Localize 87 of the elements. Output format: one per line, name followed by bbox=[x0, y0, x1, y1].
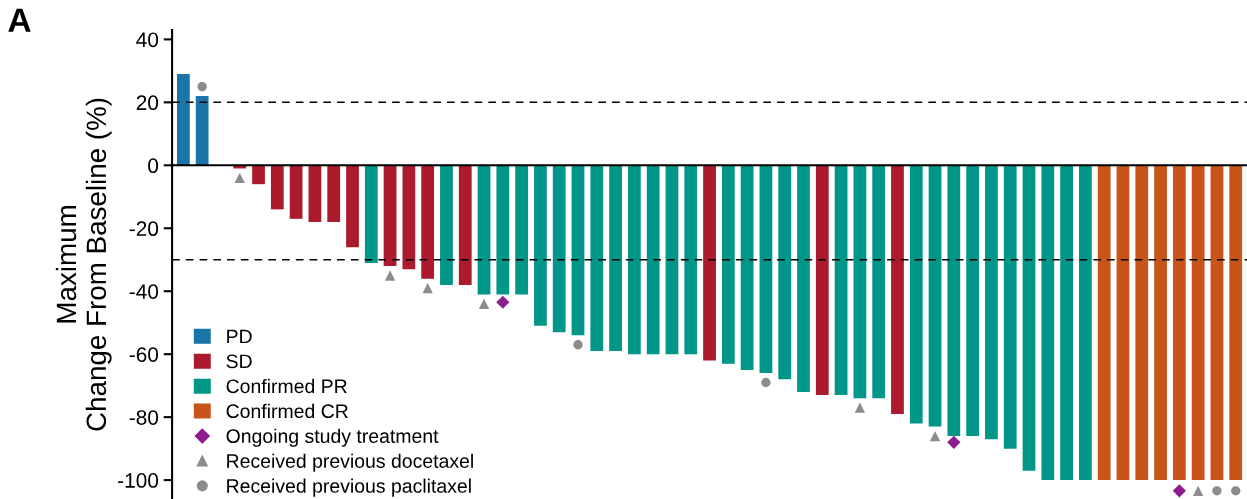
bar bbox=[308, 165, 322, 222]
bar bbox=[1135, 165, 1149, 481]
y-tick-label: 40 bbox=[136, 32, 159, 48]
bar bbox=[1022, 165, 1036, 471]
legend-label: PD bbox=[227, 329, 252, 344]
y-tick-label: -100 bbox=[118, 473, 159, 488]
point bbox=[573, 340, 583, 350]
bar bbox=[646, 165, 660, 355]
bar bbox=[909, 165, 923, 424]
bar bbox=[684, 165, 698, 355]
bar bbox=[534, 165, 547, 326]
bar bbox=[1172, 165, 1186, 481]
bar bbox=[327, 165, 341, 222]
y-tick-label: 0 bbox=[148, 158, 159, 174]
bar bbox=[759, 165, 773, 374]
bar bbox=[740, 165, 754, 370]
bar bbox=[289, 165, 303, 219]
legend-label: Received previous paclitaxel bbox=[227, 478, 471, 497]
bar bbox=[590, 165, 604, 352]
point bbox=[496, 295, 510, 309]
bar bbox=[195, 96, 209, 166]
y-tick-label: 20 bbox=[136, 95, 159, 111]
point bbox=[854, 402, 866, 413]
legend-label: Received previous docetaxel bbox=[227, 453, 473, 472]
point bbox=[1212, 486, 1222, 496]
legend-label: Confirmed PR bbox=[226, 378, 347, 394]
point bbox=[197, 81, 207, 92]
bar bbox=[947, 165, 961, 437]
bar bbox=[346, 165, 359, 248]
bar bbox=[834, 165, 848, 396]
bar bbox=[797, 165, 810, 392]
y-tick-label: -80 bbox=[129, 410, 159, 425]
legend-label: Ongoing study treatment bbox=[226, 428, 439, 447]
y-tick-label: -60 bbox=[129, 347, 159, 362]
point bbox=[1172, 484, 1186, 498]
bar bbox=[402, 165, 416, 270]
bar bbox=[440, 165, 453, 285]
bar bbox=[1154, 165, 1167, 481]
bar bbox=[364, 165, 378, 263]
point bbox=[234, 172, 245, 184]
bar bbox=[1116, 165, 1130, 481]
bar bbox=[552, 165, 566, 333]
bar bbox=[1060, 165, 1073, 481]
y-tick-label: -40 bbox=[129, 284, 159, 299]
bar bbox=[1191, 165, 1205, 481]
point bbox=[1231, 486, 1241, 496]
bar bbox=[496, 165, 510, 295]
bar bbox=[966, 165, 980, 437]
point bbox=[929, 430, 941, 442]
bar bbox=[477, 165, 491, 295]
y-tick-label: -20 bbox=[129, 221, 159, 237]
bar bbox=[815, 165, 829, 396]
legend-label: Confirmed CR bbox=[226, 403, 348, 419]
bar bbox=[609, 165, 622, 352]
bar bbox=[891, 165, 904, 414]
chart-title: A bbox=[8, 8, 31, 32]
bar bbox=[252, 165, 265, 185]
bar bbox=[928, 165, 942, 427]
bar bbox=[721, 165, 735, 364]
bar bbox=[872, 165, 886, 399]
bar bbox=[778, 165, 792, 380]
bar bbox=[176, 74, 190, 166]
bar bbox=[1229, 165, 1243, 481]
bar bbox=[985, 165, 998, 440]
bar bbox=[1041, 165, 1055, 481]
point bbox=[761, 377, 771, 388]
bar bbox=[1210, 165, 1224, 481]
bar bbox=[665, 165, 679, 355]
bar bbox=[515, 165, 529, 295]
bar bbox=[1003, 165, 1017, 449]
bar bbox=[383, 165, 397, 267]
bar bbox=[703, 165, 716, 361]
legend-label: SD bbox=[226, 354, 252, 369]
bar bbox=[458, 165, 472, 285]
point bbox=[1192, 485, 1204, 496]
bar bbox=[571, 165, 585, 336]
bar bbox=[1097, 165, 1111, 481]
point bbox=[478, 298, 490, 309]
y-axis-title: Maximum Change From Baseline (%) bbox=[55, 98, 112, 431]
bar bbox=[270, 165, 284, 210]
bar bbox=[421, 165, 435, 279]
bar bbox=[1079, 165, 1092, 481]
bar bbox=[853, 165, 867, 399]
point bbox=[947, 435, 961, 449]
point bbox=[422, 282, 433, 294]
point bbox=[384, 270, 396, 281]
bar bbox=[627, 165, 641, 355]
